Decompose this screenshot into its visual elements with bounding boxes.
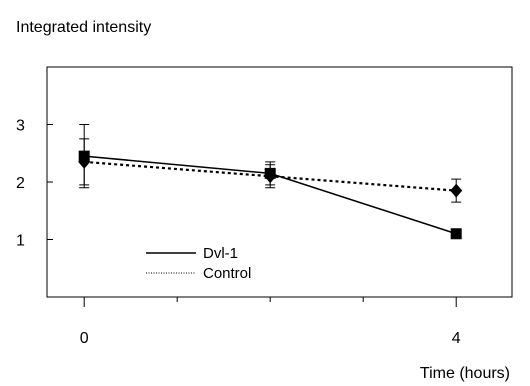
axis-ticks: 1 2 3 0 4 <box>16 118 461 348</box>
legend-label: Dvl-1 <box>203 245 238 262</box>
data-point-diamond <box>450 183 463 198</box>
legend-label: Control <box>203 265 251 282</box>
data-point-diamond <box>78 154 91 169</box>
plot-area <box>46 66 513 298</box>
data-point-diamond <box>264 169 277 184</box>
y-axis-label: Integrated intensity <box>16 19 151 36</box>
y-tick-label: 1 <box>16 233 25 250</box>
y-tick-label: 3 <box>16 118 25 135</box>
x-tick-label: 0 <box>80 330 89 347</box>
legend: Dvl-1 Control <box>146 245 251 282</box>
series-control <box>78 138 463 203</box>
series-layer <box>78 124 463 240</box>
data-point-square <box>450 228 462 240</box>
x-axis-label: Time (hours) <box>420 365 510 382</box>
y-tick-label: 2 <box>16 175 25 192</box>
x-tick-label: 4 <box>452 330 461 347</box>
